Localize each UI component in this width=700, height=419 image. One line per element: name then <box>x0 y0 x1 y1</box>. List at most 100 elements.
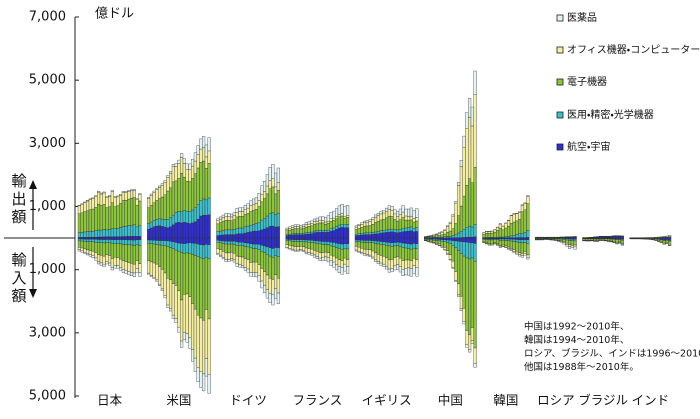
bar-segment <box>457 215 461 234</box>
bar-segment <box>376 241 380 245</box>
bar-segment <box>260 237 264 246</box>
bar-segment <box>304 241 308 249</box>
bar-segment <box>376 231 380 234</box>
bar-segment <box>512 249 516 252</box>
bar-segment <box>401 228 405 232</box>
bar-segment <box>110 202 114 229</box>
bar-segment <box>515 220 519 235</box>
bar-segment <box>127 237 131 241</box>
bar-segment <box>135 237 139 240</box>
bar-segment <box>77 240 81 248</box>
bar-segment <box>398 246 402 259</box>
bar-segment <box>274 247 278 256</box>
bar-segment <box>437 240 441 245</box>
bar-segment <box>598 236 602 239</box>
bar-segment <box>288 229 292 235</box>
bar-segment <box>169 241 173 248</box>
bar-segment <box>274 186 278 195</box>
bar-segment <box>465 257 469 331</box>
bar-segment <box>241 207 245 212</box>
bar-segment <box>337 237 341 244</box>
bar-segment <box>318 219 322 224</box>
bar-segment <box>512 251 516 253</box>
bar-segment <box>465 242 469 259</box>
bar-segment <box>108 255 112 264</box>
bar-segment <box>379 241 383 245</box>
bar-segment <box>149 227 153 239</box>
bar-segment <box>274 237 278 248</box>
bar-segment <box>329 260 333 266</box>
bar-segment <box>188 337 192 349</box>
bar-segment <box>238 216 242 229</box>
bar-segment <box>219 230 223 236</box>
bar-segment <box>219 237 223 241</box>
bar-segment <box>83 248 87 253</box>
bar-segment <box>232 215 236 220</box>
bar-segment <box>171 164 175 167</box>
bar-segment <box>174 212 178 224</box>
bar-segment <box>382 232 386 239</box>
bar-segment <box>360 222 364 225</box>
bar-segment <box>332 261 336 268</box>
bar-segment <box>451 240 455 246</box>
bar-segment <box>340 267 344 275</box>
bar-segment <box>662 237 666 241</box>
bar-segment <box>612 236 616 239</box>
bar-segment <box>313 240 317 244</box>
bar-segment <box>291 237 295 240</box>
bar-segment <box>465 227 469 238</box>
bar-segment <box>415 237 419 244</box>
bar-segment <box>204 168 208 201</box>
bar-segment <box>520 237 524 240</box>
bar-segment <box>412 218 416 223</box>
bar-segment <box>252 237 256 245</box>
bar-segment <box>385 245 389 258</box>
bar-segment <box>343 224 347 228</box>
bar-segment <box>166 219 170 228</box>
bar-segment <box>285 237 289 240</box>
bar-segment <box>404 237 408 244</box>
bar-segment <box>185 252 189 295</box>
bar-segment <box>263 245 267 253</box>
bar-segment <box>465 128 469 186</box>
bar-segment <box>108 239 112 243</box>
bar-segment <box>343 227 347 239</box>
bar-segment <box>293 239 297 242</box>
bar-segment <box>219 216 223 220</box>
bar-segment <box>374 214 378 218</box>
bar-segment <box>138 194 142 202</box>
bar-segment <box>271 257 275 280</box>
bar-segment <box>462 237 466 243</box>
bar-segment <box>204 144 208 158</box>
bar-segment <box>504 223 508 229</box>
bar-segment <box>224 241 228 245</box>
bar-segment <box>252 243 256 249</box>
bar-segment <box>470 106 474 127</box>
bar-segment <box>149 205 153 223</box>
bar-segment <box>293 249 297 252</box>
bar-segment <box>335 247 339 259</box>
bar-segment <box>238 237 242 243</box>
bar-segment <box>91 208 95 232</box>
bar-segment <box>232 219 236 230</box>
bar-segment <box>568 244 572 247</box>
bar-segment <box>326 221 330 224</box>
bar-segment <box>235 255 239 264</box>
bar-segment <box>99 239 103 243</box>
bar-segment <box>77 232 81 238</box>
bar-segment <box>407 243 411 249</box>
bar-segment <box>412 243 416 249</box>
bar-segment <box>224 220 228 231</box>
bar-segment <box>393 257 397 267</box>
bar-segment <box>221 251 225 258</box>
bar-segment <box>321 244 325 253</box>
bar-segment <box>523 239 527 243</box>
bar-segment <box>94 196 98 208</box>
bar-segment <box>108 236 112 239</box>
bar-segment <box>299 233 303 235</box>
bar-segment <box>363 240 367 243</box>
bar-segment <box>526 195 530 197</box>
bar-segment <box>429 239 433 242</box>
bar-segment <box>523 203 527 210</box>
bar-segment <box>448 221 452 224</box>
